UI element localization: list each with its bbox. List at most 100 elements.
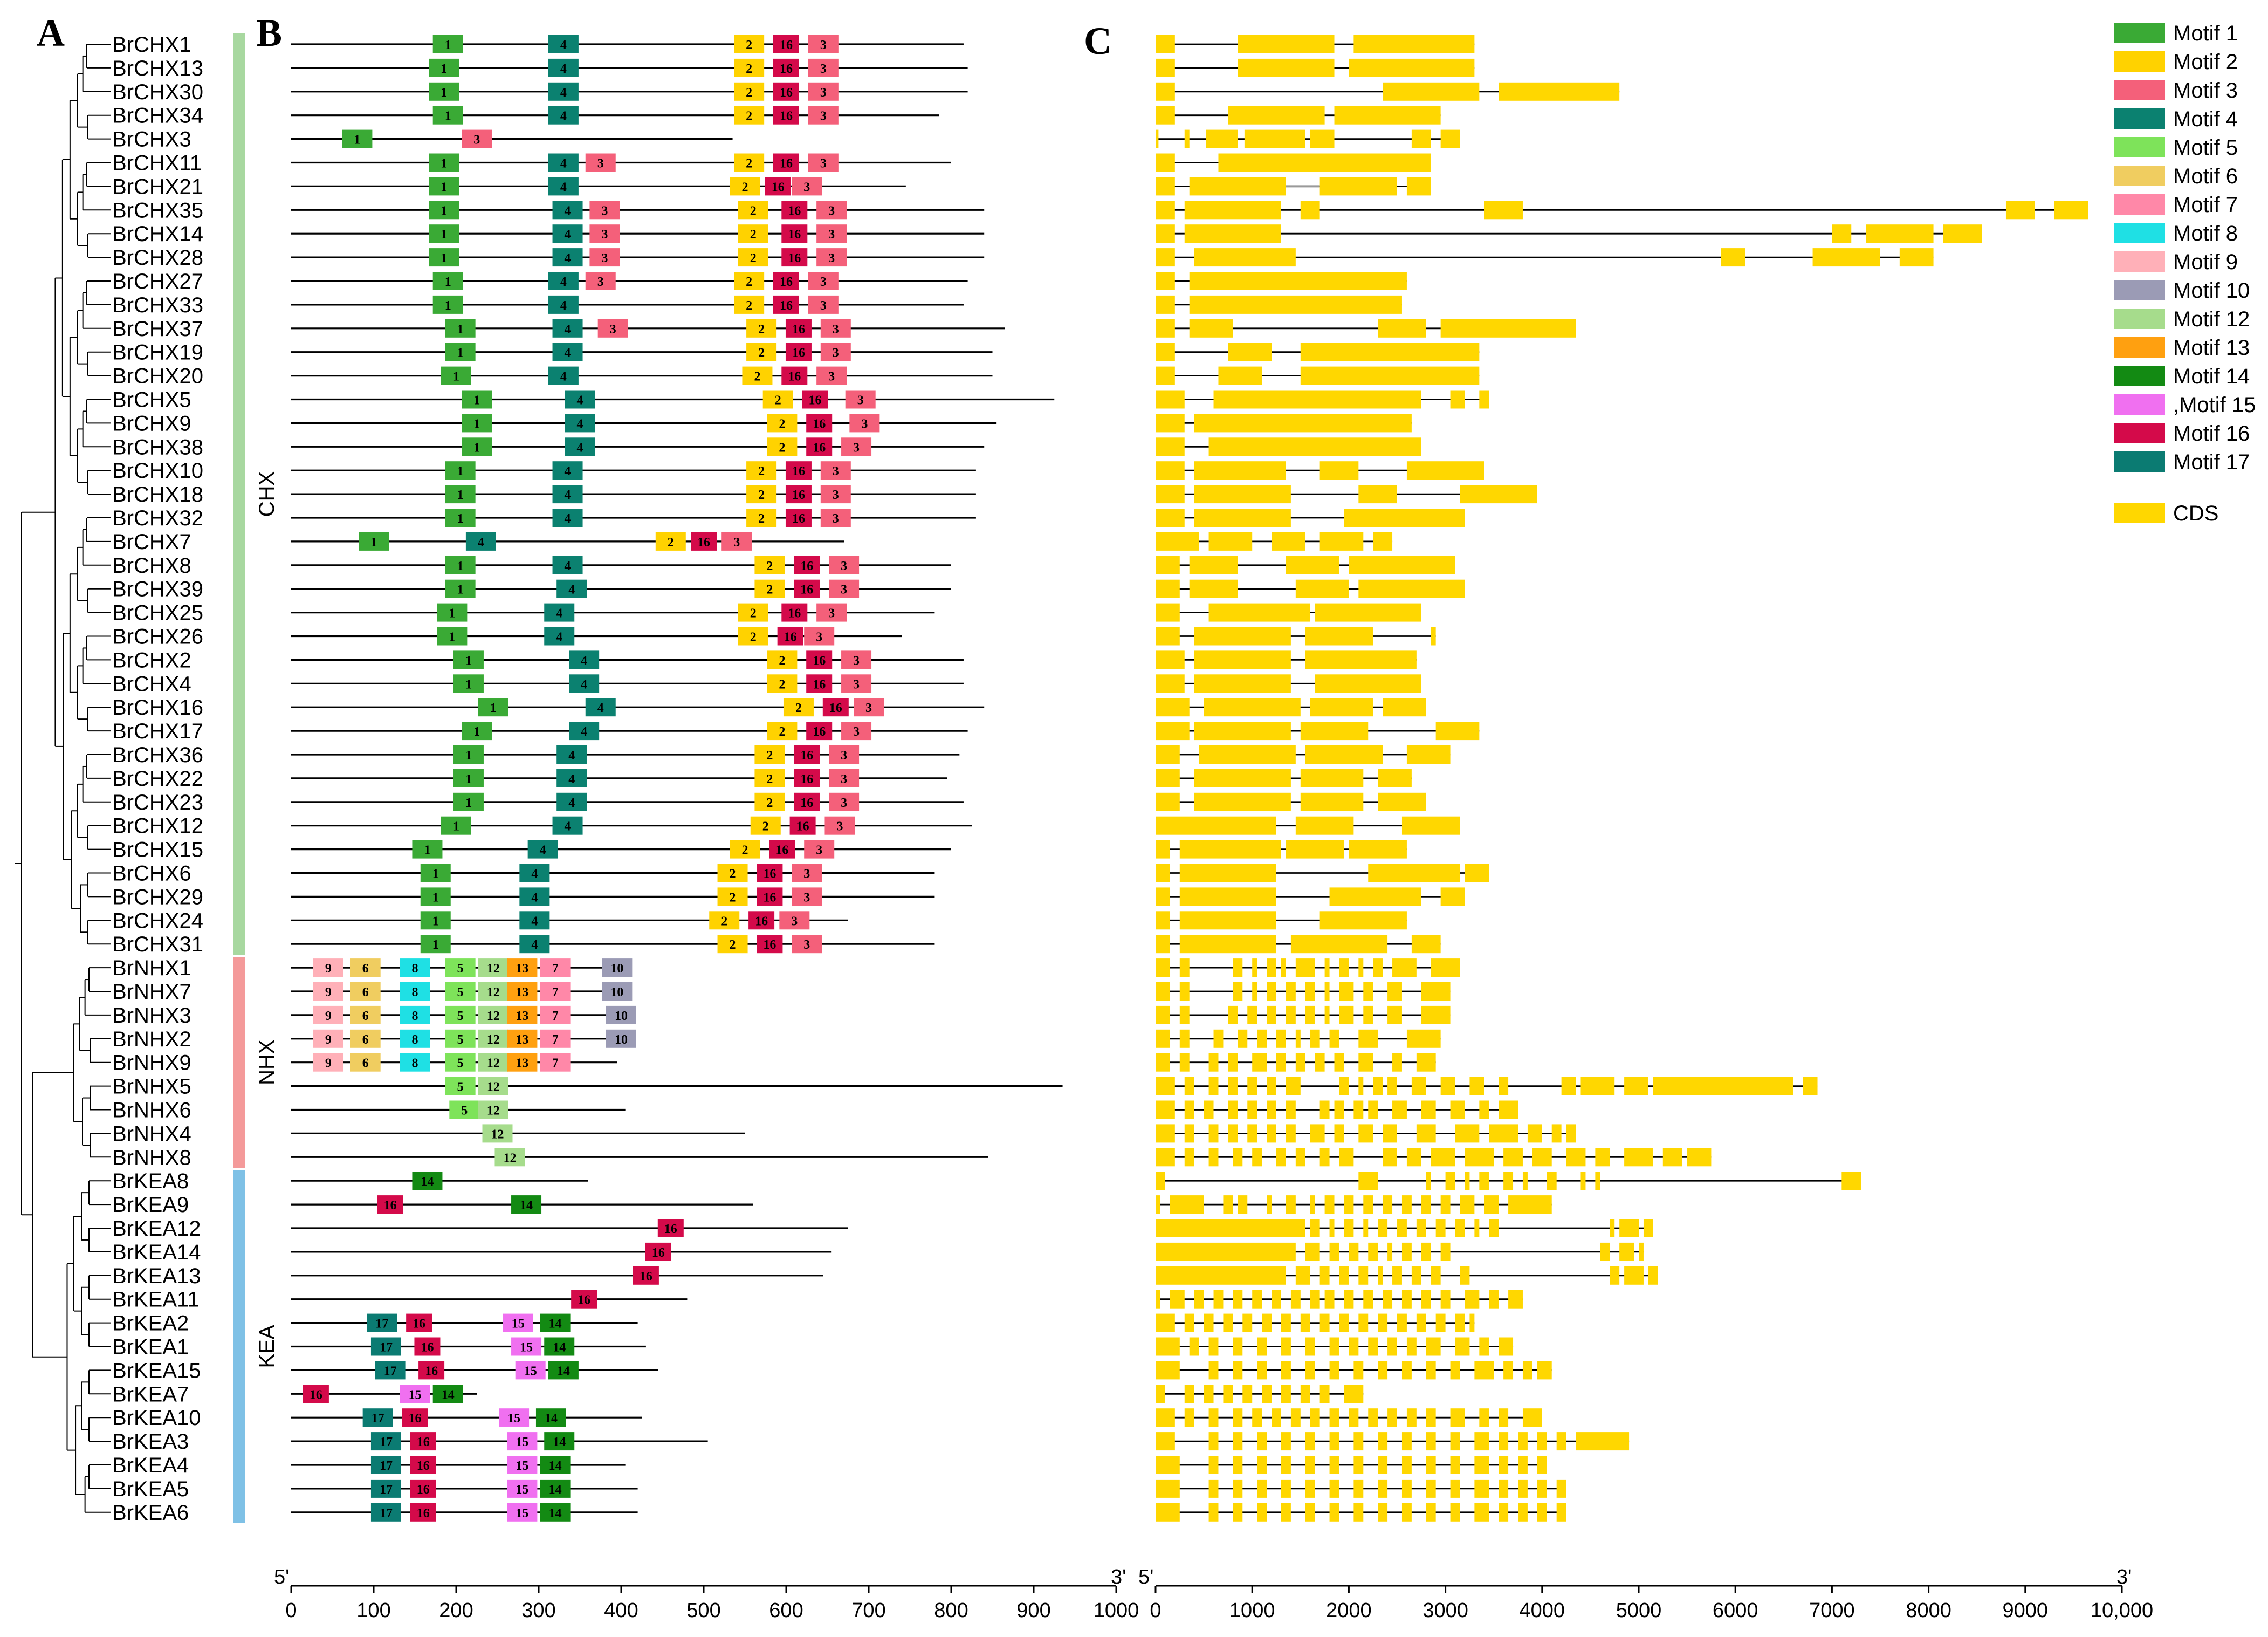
cds-exon xyxy=(1156,1408,1175,1427)
cds-exon xyxy=(1537,1432,1547,1451)
motif-number: 2 xyxy=(746,86,752,100)
cds-exon xyxy=(1252,958,1257,977)
motif-number: 16 xyxy=(813,417,826,431)
motif-box xyxy=(767,722,798,741)
gene-name-label: BrKEA8 xyxy=(112,1169,189,1193)
gene-name-label: BrCHX25 xyxy=(112,601,203,625)
motif-number: 7 xyxy=(552,1033,559,1047)
cds-exon xyxy=(1455,1313,1465,1332)
gene-name-label: BrKEA9 xyxy=(112,1193,189,1217)
motif-number: 1 xyxy=(465,654,472,668)
cds-exon xyxy=(1619,1219,1639,1237)
cds-exon xyxy=(1276,1148,1286,1167)
motif-box xyxy=(773,82,799,101)
cds-exon xyxy=(1450,1456,1460,1474)
cds-exon xyxy=(1267,1005,1276,1024)
cds-exon xyxy=(1556,1479,1566,1498)
cds-exon xyxy=(1319,532,1364,551)
cds-exon xyxy=(1281,1432,1291,1451)
cds-exon xyxy=(1281,1313,1291,1332)
cds-exon xyxy=(1184,1148,1194,1167)
motif-box xyxy=(854,698,884,717)
motif-box xyxy=(370,1456,401,1474)
motif-box xyxy=(767,650,798,669)
motif-number: 16 xyxy=(780,299,793,313)
cds-exon xyxy=(1339,1148,1354,1167)
cds-exon xyxy=(1358,1029,1378,1048)
motif-box xyxy=(507,1029,538,1048)
motif-number: 13 xyxy=(516,985,528,999)
structure-axis-tick-label: 7000 xyxy=(1809,1599,1855,1622)
cds-exon xyxy=(1305,982,1315,1001)
motif-axis: 0 100 200 300 400 500 600 700 800 900 1000 5' 3' xyxy=(274,1566,1139,1622)
cds-exon xyxy=(1383,1148,1397,1167)
cds-exon xyxy=(1238,1029,1248,1048)
motif-number: 16 xyxy=(788,370,801,384)
cds-exon xyxy=(1179,1005,1190,1024)
motif-number: 4 xyxy=(565,488,571,502)
cds-exon xyxy=(1595,1148,1610,1167)
motif-box xyxy=(453,674,484,693)
motif-number: 14 xyxy=(549,1459,562,1473)
cds-exon xyxy=(1426,1408,1436,1427)
cds-exon xyxy=(1223,1385,1233,1403)
cds-exon xyxy=(1334,1124,1344,1143)
motif-number: 14 xyxy=(421,1175,434,1189)
gene-name-label: BrCHX13 xyxy=(112,57,203,80)
motif-box xyxy=(429,82,459,101)
motif-number: 3 xyxy=(820,109,827,124)
motif-box xyxy=(816,366,847,385)
motif-box xyxy=(565,390,595,409)
motif-number: 16 xyxy=(578,1293,590,1307)
cds-exon xyxy=(1156,343,1175,361)
cds-exon xyxy=(1363,982,1373,1001)
motif-box xyxy=(556,769,587,787)
motif-number: 3 xyxy=(820,157,827,171)
motif-box xyxy=(738,248,768,267)
cds-exon xyxy=(1156,1053,1170,1072)
family-bar xyxy=(233,957,245,1168)
cds-exon xyxy=(1421,1195,1431,1214)
motif-box xyxy=(794,792,820,811)
cds-exon xyxy=(1290,935,1388,954)
cds-exon xyxy=(1329,1503,1339,1522)
motif-box xyxy=(370,1432,401,1451)
motif-box xyxy=(754,579,785,598)
cds-exon xyxy=(1339,1005,1354,1024)
gene-name-label: BrNHX9 xyxy=(112,1051,191,1075)
motif-box xyxy=(519,911,550,930)
gene-name-label: BrCHX35 xyxy=(112,198,203,222)
gene-name-label: BrCHX8 xyxy=(112,554,191,578)
motif-number: 13 xyxy=(516,1057,528,1071)
motif-box xyxy=(808,58,839,77)
motif-box xyxy=(445,958,476,977)
motif-axis-tick-label: 600 xyxy=(769,1599,803,1622)
cds-exon xyxy=(1257,1503,1267,1522)
motif-box xyxy=(738,201,768,220)
cds-exon xyxy=(1450,1479,1460,1498)
motif-box xyxy=(773,58,799,77)
cds-exon xyxy=(1518,1456,1528,1474)
cds-exon xyxy=(1218,153,1431,172)
gene-name-label: BrKEA13 xyxy=(112,1264,201,1288)
motif-number: 14 xyxy=(442,1388,455,1402)
motif-box xyxy=(511,1195,542,1214)
motif-box xyxy=(602,958,633,977)
cds-exon xyxy=(1156,319,1175,338)
motif-number: 16 xyxy=(417,1459,430,1473)
cds-exon xyxy=(1267,1195,1272,1214)
cds-exon xyxy=(1315,674,1421,693)
motif-axis-tick-label: 1000 xyxy=(1094,1599,1139,1622)
motif-number: 1 xyxy=(457,323,464,337)
cds-exon xyxy=(1257,1432,1267,1451)
motif-box xyxy=(375,1361,406,1380)
motif-number: 16 xyxy=(697,536,710,550)
motif-number: 1 xyxy=(465,772,472,786)
motif-box xyxy=(804,840,835,859)
motif-number: 2 xyxy=(750,631,757,645)
motif-box xyxy=(303,1385,329,1403)
cds-exon xyxy=(1353,35,1475,53)
cds-exon xyxy=(1247,1124,1257,1143)
cds-exon xyxy=(1238,1195,1248,1214)
motif-box xyxy=(773,106,799,125)
